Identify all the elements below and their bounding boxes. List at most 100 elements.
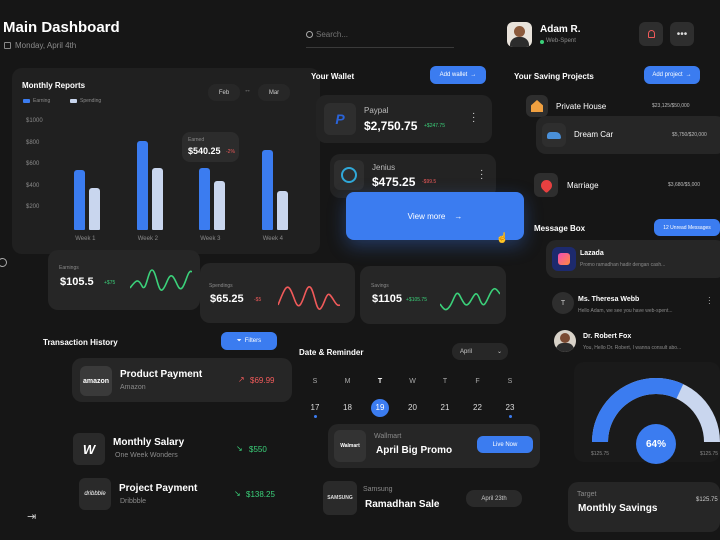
range-to-select[interactable]: Mar	[258, 84, 290, 101]
projects-title: Your Saving Projects	[514, 72, 594, 81]
add-project-label: Add project	[652, 72, 683, 78]
add-wallet-button[interactable]: Add wallet →	[430, 66, 486, 84]
direction-icon: ↘	[234, 489, 241, 498]
arrow-right-icon: →	[470, 72, 477, 78]
calendar-date[interactable]: 17	[310, 403, 320, 412]
calendar-date[interactable]: 23	[505, 403, 515, 412]
header-date: Monday, April 4th	[15, 41, 77, 50]
savings-value: $1105	[372, 293, 402, 305]
bar-spending-2[interactable]	[151, 168, 163, 230]
transaction-title: Product Payment	[120, 369, 203, 380]
cursor-icon: ☝	[496, 233, 509, 244]
search-input[interactable]	[316, 27, 454, 41]
calendar-date[interactable]: 18	[343, 403, 352, 412]
kebab-icon[interactable]: · · ·	[480, 165, 484, 184]
logo-text: amazon	[82, 377, 110, 385]
calendar-title: Date & Reminder	[299, 348, 364, 357]
transaction-row[interactable]: amazon Product Payment Amazon ↗ $69.99	[72, 358, 292, 402]
unread-messages-button[interactable]: 12 Unread Messages	[654, 219, 720, 236]
monthly-reports-title: Monthly Reports	[22, 81, 86, 90]
project-name: Private House	[556, 102, 607, 111]
view-more-button[interactable]: View more →	[346, 192, 524, 240]
bar-spending-3[interactable]	[214, 181, 226, 230]
message-sender: Ms. Theresa Webb	[578, 296, 640, 303]
bell-icon	[647, 30, 655, 38]
arrow-right-icon: →	[454, 211, 463, 221]
wallet-title: Your Wallet	[311, 72, 355, 81]
avatar: T	[552, 292, 574, 314]
kebab-icon[interactable]: · · ·	[708, 293, 711, 308]
search-underline	[306, 47, 454, 48]
wallet-item-paypal[interactable]: P Paypal $2,750.75 +$247.75 · · ·	[316, 95, 492, 143]
transactions-title: Transaction History	[43, 338, 118, 347]
calendar-date[interactable]: 20	[408, 403, 417, 412]
project-item-dream-car[interactable]: Dream Car $5,750/$20,000	[536, 116, 720, 154]
wallet-name: Paypal	[364, 106, 389, 115]
donut-percent: 64%	[645, 438, 666, 450]
bar-earning-3[interactable]	[199, 168, 211, 230]
reminder-date: April 23th	[481, 495, 507, 502]
bar-earning-4[interactable]	[261, 150, 273, 230]
month-select[interactable]: April ⌄	[452, 343, 508, 360]
message-preview: Hello Adam, we see you have web-spent...	[578, 308, 673, 314]
status-dot	[540, 40, 544, 44]
logo-text: W	[82, 441, 96, 457]
target-card: Target Monthly Savings $125.75	[568, 482, 720, 532]
earnings-sparkline	[130, 269, 192, 291]
weekday-label: T	[442, 378, 448, 385]
bar-earning-2[interactable]	[136, 141, 148, 230]
reminder-item[interactable]: Walmart Wallmart April Big Promo Live No…	[328, 424, 540, 468]
settings-icon[interactable]	[0, 258, 7, 267]
message-preview: Promo ramadhan hadir dengan cash...	[580, 262, 666, 268]
transaction-title: Project Payment	[119, 483, 198, 494]
x-tick-label: Week 3	[200, 236, 221, 242]
message-sender: Lazada	[580, 250, 604, 257]
bar-spending-4[interactable]	[276, 191, 288, 230]
legend-spending-swatch	[70, 99, 77, 103]
bar-spending-1[interactable]	[89, 187, 101, 230]
weekday-label: M	[344, 378, 351, 385]
logo-text: dribbble	[84, 491, 106, 497]
view-more-label: View more	[407, 211, 446, 221]
filters-button[interactable]: ⏷ Filters	[221, 332, 277, 350]
logout-icon[interactable]: ⇥	[27, 511, 37, 523]
kebab-icon[interactable]: · · ·	[472, 108, 476, 127]
direction-icon: ↘	[236, 444, 243, 453]
transaction-sub: One Week Wonders	[115, 452, 178, 459]
filters-label: Filters	[244, 338, 262, 344]
range-from-select[interactable]: Feb	[208, 84, 240, 101]
y-tick-label: $200	[26, 204, 40, 211]
add-project-button[interactable]: Add project →	[644, 66, 700, 84]
donut-right-label: $125.75	[700, 451, 719, 457]
avatar[interactable]	[507, 22, 532, 47]
wallet-item-jenius[interactable]: Jenius $475.25 -$99.5 · · ·	[330, 154, 496, 198]
page-title: Main Dashboard	[3, 19, 120, 36]
savings-donut-chart	[592, 378, 720, 442]
target-label: Target	[577, 491, 597, 498]
tooltip-value: $540.25	[188, 146, 221, 156]
message-item-lazada[interactable]: Lazada Promo ramadhan hadir dengan cash.…	[546, 240, 720, 278]
project-name: Dream Car	[574, 130, 614, 139]
arrow-right-icon: →	[685, 72, 692, 78]
earnings-card: Earnings $105.5 +$75	[48, 250, 200, 310]
jenius-logo	[334, 160, 364, 190]
monthly-reports-card: Monthly Reports Earning Spending Feb ↔ M…	[12, 68, 320, 254]
one-week-wonders-logo: W	[73, 433, 105, 465]
calendar-date[interactable]: 22	[473, 403, 482, 412]
y-tick-label: $1000	[26, 118, 43, 124]
notification-button[interactable]	[639, 22, 663, 46]
calendar-date[interactable]: 21	[440, 403, 450, 412]
more-button[interactable]: •••	[670, 22, 694, 46]
bar-earning-1[interactable]	[74, 169, 86, 230]
target-value: $125.75	[696, 497, 718, 503]
calendar-date[interactable]: 19	[371, 399, 389, 417]
wallet-name: Jenius	[372, 163, 396, 172]
event-dot	[313, 415, 317, 418]
legend-earning: Earning	[33, 98, 51, 104]
wallet-delta: -$99.5	[422, 179, 437, 185]
live-now-button[interactable]: Live Now	[477, 436, 533, 453]
house-icon	[526, 95, 548, 117]
walmart-logo: Walmart	[334, 430, 366, 462]
live-now-label: Live Now	[492, 441, 518, 448]
wallet-amount: $2,750.75	[364, 119, 418, 133]
